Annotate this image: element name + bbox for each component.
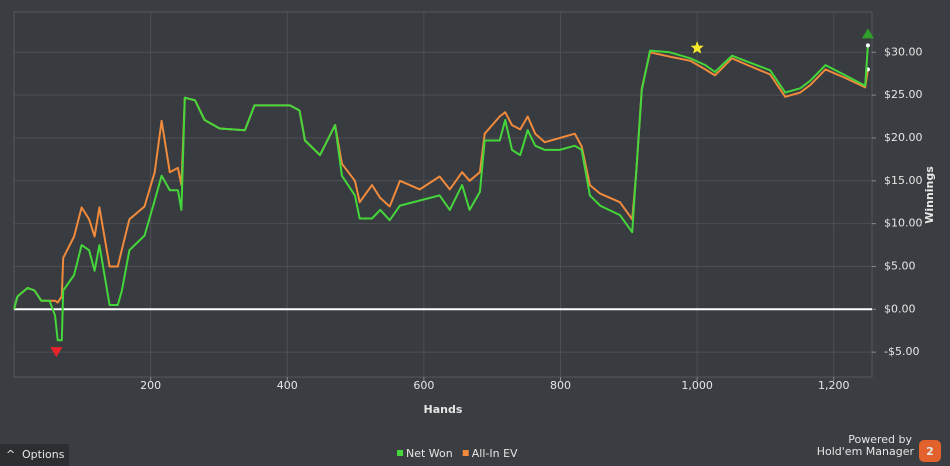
marker-up	[861, 28, 874, 39]
y-tick-label: $5.00	[884, 259, 916, 272]
legend-label: Net Won	[406, 447, 453, 460]
y-tick-label: $25.00	[884, 88, 923, 101]
x-tick-label: 1,200	[818, 379, 850, 392]
options-button[interactable]: ^ Options	[0, 444, 69, 466]
brand: Hold'em Manager	[817, 445, 915, 458]
x-tick-label: 600	[413, 379, 434, 392]
series-line	[13, 51, 869, 310]
brand-number: 2	[926, 445, 934, 458]
y-tick-label: $10.00	[884, 217, 923, 230]
y-axis-label: Winnings	[923, 166, 936, 224]
marker-star	[690, 41, 704, 54]
legend-label: All-In EV	[472, 447, 518, 460]
y-tick-label: -$5.00	[884, 345, 919, 358]
options-caret: ^	[6, 448, 15, 461]
x-tick-label: 200	[140, 379, 161, 392]
options-text: Options	[22, 448, 65, 461]
x-tick-label: 400	[277, 379, 298, 392]
x-axis-label: Hands	[424, 403, 463, 416]
marker-down	[50, 347, 63, 358]
y-tick-label: $20.00	[884, 131, 923, 144]
series-line	[13, 45, 869, 342]
legend-swatch	[462, 450, 469, 456]
powered-by: Powered by	[848, 433, 912, 446]
plot-area	[13, 11, 873, 378]
brand-logo	[919, 440, 941, 462]
end-point	[865, 43, 870, 48]
y-tick-label: $0.00	[884, 302, 916, 315]
legend-swatch	[397, 450, 403, 456]
y-tick-label: $15.00	[884, 174, 923, 187]
x-tick-label: 800	[550, 379, 571, 392]
x-tick-label: 1,000	[681, 379, 713, 392]
legend: Net Won All-In EV	[397, 447, 518, 460]
options-bg	[0, 444, 69, 466]
y-tick-label: $30.00	[884, 45, 923, 58]
